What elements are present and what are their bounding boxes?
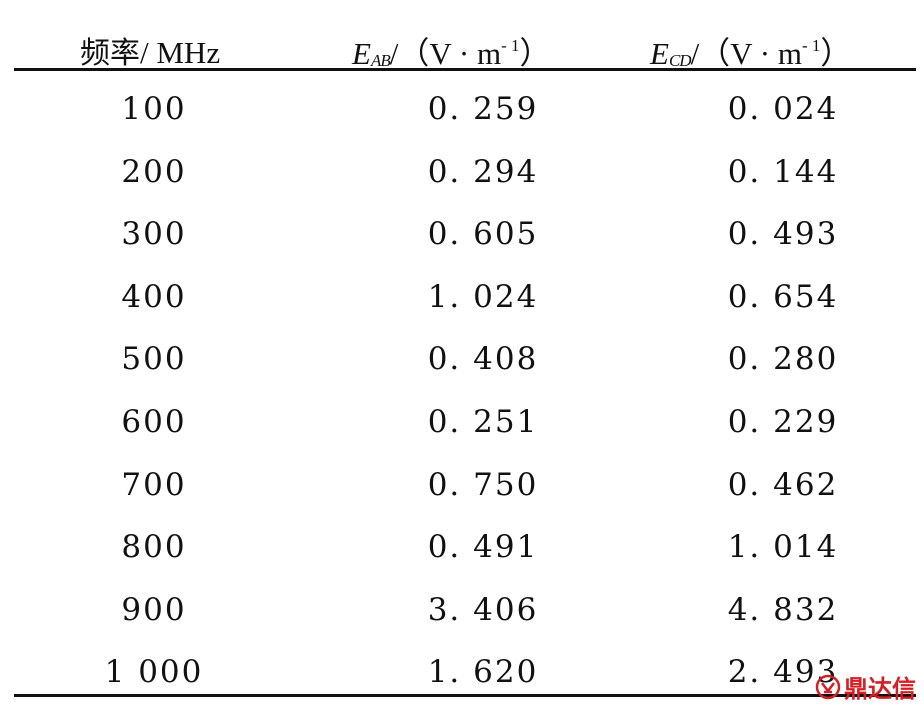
table-row: 400 1. 024 0. 654 [14,267,916,330]
header-frequency-label: 频率 [80,36,140,71]
table-row: 600 0. 251 0. 229 [14,392,916,455]
data-table: 频率/ MHz EAB/（V · m- 1） ECD/（V · m- 1） 10… [14,0,916,708]
header-e-ab: EAB/（V · m- 1） [352,28,551,73]
table-row: 100 0. 259 0. 024 [14,79,916,142]
table-row: 800 0. 491 1. 014 [14,517,916,580]
cell-frequency: 700 [121,466,187,503]
cell-e-ab: 0. 750 [427,466,539,503]
cell-frequency: 1 000 [104,654,204,691]
header-e-cd-symbol: ECD [650,36,692,71]
cell-e-cd: 0. 024 [727,91,839,127]
header-e-ab-unit: /（V · m- 1） [389,36,551,71]
cell-e-ab: 1. 024 [427,278,539,315]
cell-e-cd: 0. 493 [727,216,839,253]
table-body: 100 0. 259 0. 024 200 0. 294 0. 144 300 0. 60… [14,79,916,705]
cell-frequency: 200 [121,153,187,190]
cell-e-ab: 3. 406 [427,591,539,628]
cell-e-cd: 0. 654 [727,278,839,315]
cell-e-ab: 0. 259 [427,91,539,127]
cell-e-cd: 0. 462 [727,466,839,503]
cell-e-cd: 4. 832 [727,591,839,628]
watermark-text: 鼎达信 [844,675,916,703]
cell-frequency: 400 [121,278,187,315]
watermark: 鼎达信 [815,669,916,704]
table-row: 300 0. 605 0. 493 [14,204,916,267]
header-e-ab-symbol: EAB [352,36,391,71]
cell-e-ab: 1. 620 [427,654,539,691]
cell-e-ab: 0. 294 [427,153,539,190]
header-e-cd-unit: /（V · m- 1） [690,36,852,71]
table-row: 200 0. 294 0. 144 [14,142,916,205]
cell-e-ab: 0. 251 [427,403,539,440]
bottom-rule [14,694,916,697]
header-frequency-unit: / MHz [140,35,221,70]
table-header: 频率/ MHz EAB/（V · m- 1） ECD/（V · m- 1） [14,20,916,73]
cell-e-cd: 0. 280 [727,341,839,378]
cell-frequency: 900 [121,591,187,628]
header-e-ab-subscript: AB [370,51,391,70]
cell-e-ab: 0. 605 [427,216,539,253]
cell-e-ab: 0. 408 [427,341,539,378]
cell-frequency: 800 [121,529,187,566]
table-row: 700 0. 750 0. 462 [14,455,916,518]
cell-e-cd: 0. 144 [727,153,839,190]
cell-e-cd: 0. 229 [727,403,839,440]
cell-frequency: 300 [121,216,187,253]
cell-e-cd: 2. 493 [727,654,839,691]
cell-frequency: 600 [121,403,187,440]
cell-frequency: 500 [121,341,187,378]
cell-frequency: 100 [121,91,187,127]
dingdaxin-logo-icon [815,674,841,700]
header-frequency: 频率/ MHz [80,28,220,72]
table-row: 500 0. 408 0. 280 [14,329,916,392]
header-e-cd-subscript: CD [668,51,692,70]
cell-e-ab: 0. 491 [427,529,539,566]
table-row: 1 000 1. 620 2. 493 [14,642,916,705]
cell-e-cd: 1. 014 [727,529,839,566]
top-rule [14,68,916,71]
table-row: 900 3. 406 4. 832 [14,580,916,643]
header-e-cd: ECD/（V · m- 1） [650,28,851,73]
